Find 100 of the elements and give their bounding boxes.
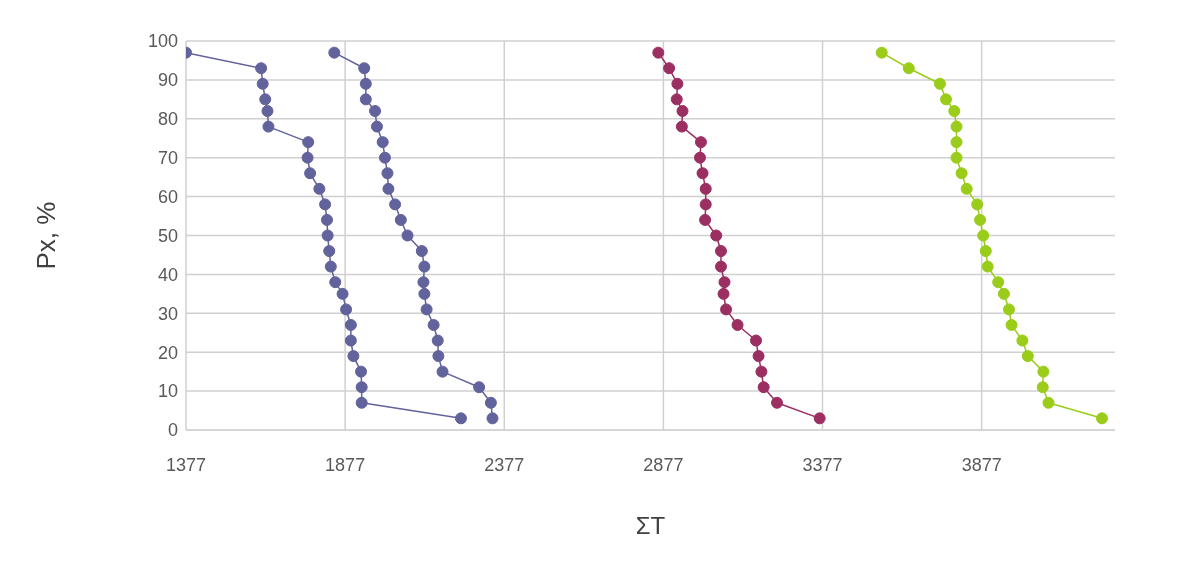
point xyxy=(259,93,272,106)
point xyxy=(699,182,712,195)
point xyxy=(720,303,733,316)
point xyxy=(302,136,315,149)
point xyxy=(875,46,888,59)
point xyxy=(454,412,467,425)
point xyxy=(1005,318,1018,331)
point xyxy=(699,198,712,211)
point xyxy=(359,93,372,106)
point xyxy=(418,287,431,300)
point xyxy=(359,77,372,90)
point xyxy=(355,365,368,378)
point xyxy=(752,350,765,363)
point xyxy=(321,229,334,242)
point xyxy=(382,182,395,195)
point xyxy=(319,198,332,211)
point xyxy=(304,167,317,180)
point xyxy=(1042,396,1055,409)
point xyxy=(324,260,337,273)
x-tick-label: 1377 xyxy=(165,454,207,475)
x-axis-title: ΣT xyxy=(635,512,666,539)
point xyxy=(670,93,683,106)
point xyxy=(675,120,688,133)
point xyxy=(693,151,706,164)
point xyxy=(950,136,963,149)
point xyxy=(301,151,314,164)
y-tick-label: 100 xyxy=(147,31,178,52)
point xyxy=(731,318,744,331)
y-tick-label: 70 xyxy=(157,148,178,169)
point xyxy=(323,245,336,258)
y-tick-label: 30 xyxy=(157,303,178,324)
point xyxy=(717,287,730,300)
point xyxy=(971,198,984,211)
point xyxy=(1036,381,1049,394)
x-tick-label: 2877 xyxy=(643,454,684,475)
point xyxy=(344,334,357,347)
point xyxy=(813,412,826,425)
x-tick-label: 3877 xyxy=(961,454,1002,475)
point xyxy=(370,120,383,133)
point xyxy=(715,260,727,273)
point xyxy=(652,46,665,59)
point xyxy=(329,276,342,289)
point xyxy=(473,381,486,394)
point xyxy=(313,182,326,195)
point xyxy=(358,62,371,75)
point xyxy=(389,198,402,211)
point xyxy=(940,93,952,106)
point xyxy=(933,77,946,90)
point xyxy=(340,303,353,316)
point xyxy=(381,167,394,180)
point xyxy=(663,62,676,75)
point xyxy=(376,136,389,149)
x-tick-label: 2377 xyxy=(484,454,525,475)
point xyxy=(378,151,391,164)
point xyxy=(1003,303,1016,316)
y-tick-label: 20 xyxy=(157,342,178,363)
x-tick-label: 1877 xyxy=(325,454,366,475)
point xyxy=(418,260,431,273)
point xyxy=(671,77,684,90)
point xyxy=(948,105,961,118)
point xyxy=(484,396,497,409)
point xyxy=(369,105,382,118)
point xyxy=(431,334,444,347)
point xyxy=(718,276,731,289)
point xyxy=(1037,365,1050,378)
point xyxy=(427,318,440,331)
point xyxy=(757,381,770,394)
point xyxy=(1021,350,1034,363)
y-tick-label: 50 xyxy=(157,225,178,246)
point xyxy=(256,77,269,90)
point xyxy=(420,303,433,316)
point xyxy=(255,62,268,75)
point xyxy=(355,396,368,409)
point xyxy=(1095,412,1108,425)
point xyxy=(997,287,1010,300)
point xyxy=(436,365,449,378)
point xyxy=(486,412,499,425)
point xyxy=(328,46,341,59)
point xyxy=(676,105,689,118)
point xyxy=(347,350,360,363)
point xyxy=(355,381,368,394)
point xyxy=(394,213,407,226)
point xyxy=(320,213,333,226)
point xyxy=(771,396,784,409)
point xyxy=(955,167,968,180)
point xyxy=(950,151,963,164)
y-tick-label: 90 xyxy=(157,70,178,91)
point xyxy=(696,167,709,180)
point xyxy=(694,136,707,149)
y-tick-label: 10 xyxy=(157,381,178,402)
x-tick-label: 3377 xyxy=(802,454,843,475)
point xyxy=(432,350,445,363)
point xyxy=(710,229,723,242)
point xyxy=(755,365,768,378)
point xyxy=(950,120,963,133)
point xyxy=(415,245,428,258)
point xyxy=(336,287,349,300)
point xyxy=(261,105,274,118)
point xyxy=(262,120,275,133)
point xyxy=(981,260,994,273)
